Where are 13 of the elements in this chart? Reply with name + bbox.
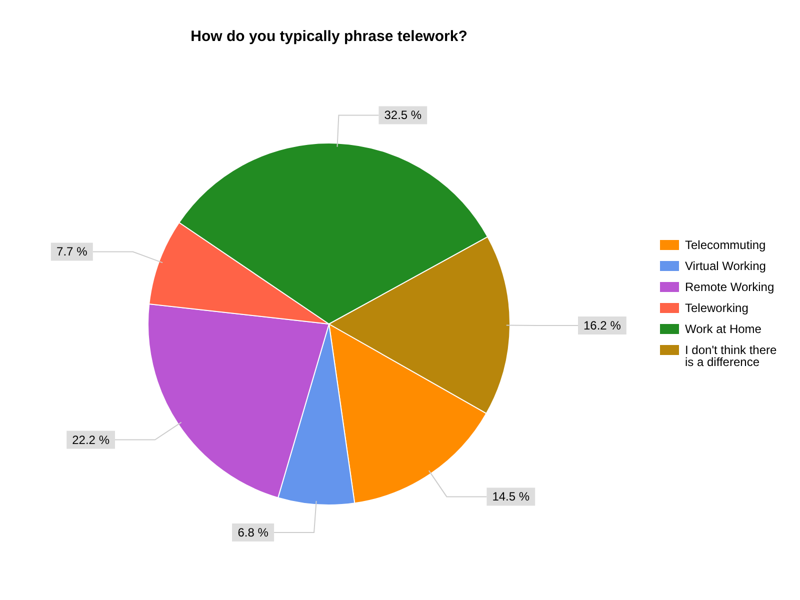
- legend-label: Work at Home: [685, 322, 762, 336]
- data-label: 32.5 %: [384, 108, 422, 122]
- data-label: 7.7 %: [56, 244, 88, 259]
- legend-label: Virtual Working: [685, 259, 766, 273]
- chart-title: How do you typically phrase telework?: [190, 28, 468, 45]
- legend-label: I don't think there is a difference: [685, 343, 778, 369]
- data-label: 22.2 %: [72, 432, 110, 447]
- legend-label: Telecommuting: [685, 238, 766, 252]
- data-label: 6.8 %: [238, 525, 269, 540]
- data-label: 14.5 %: [492, 490, 530, 504]
- legend-label: Remote Working: [685, 280, 774, 294]
- legend-label: Teleworking: [685, 301, 748, 315]
- data-label: 16.2 %: [584, 318, 622, 332]
